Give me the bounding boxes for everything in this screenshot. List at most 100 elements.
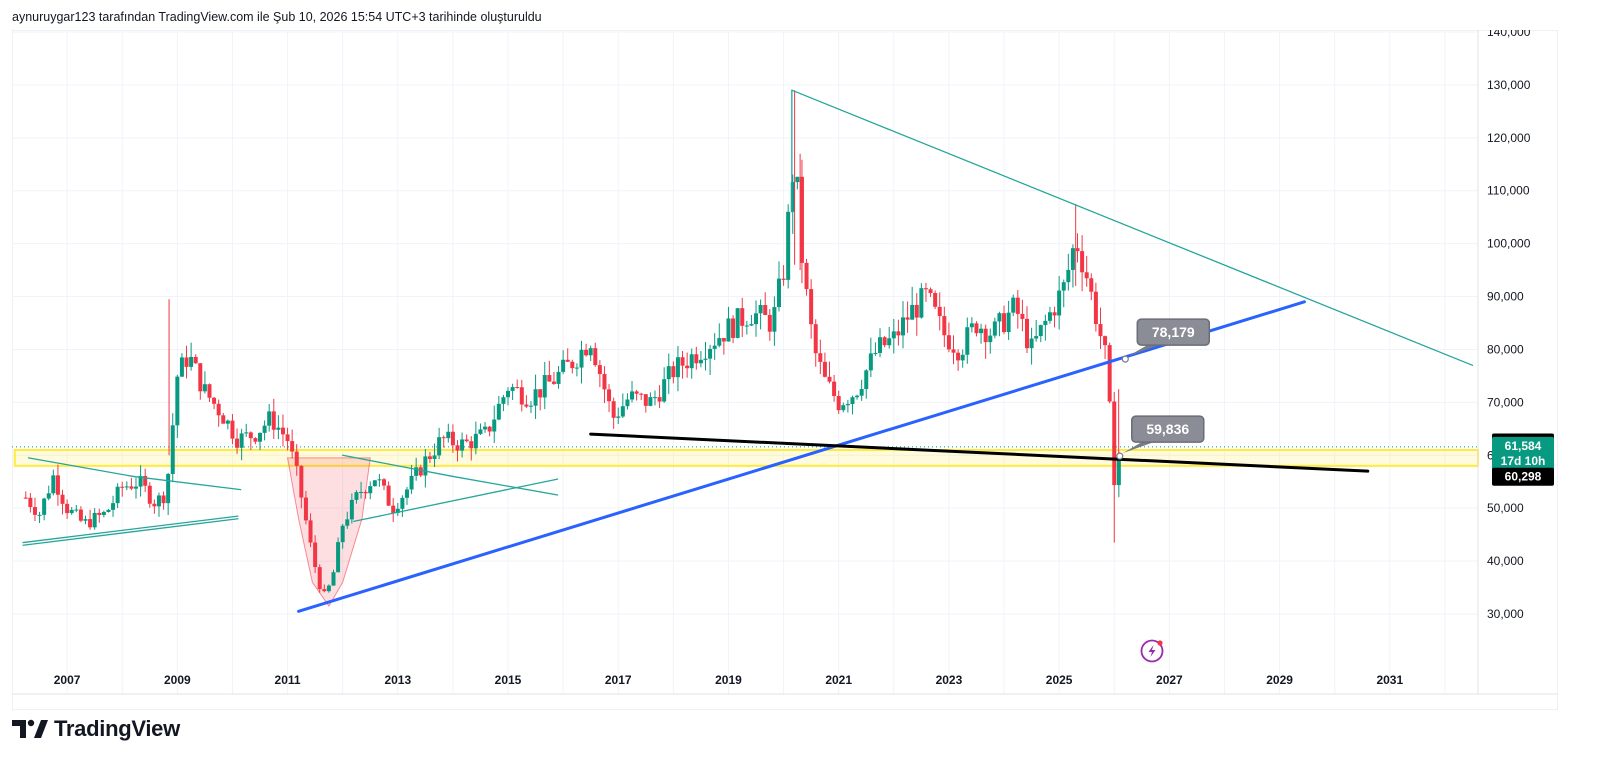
candle-down[interactable] (671, 361, 676, 384)
candle-up[interactable] (652, 390, 657, 406)
candle-down[interactable] (639, 392, 644, 401)
candle-up[interactable] (969, 317, 974, 333)
candle-down[interactable] (813, 319, 818, 367)
candle-down[interactable] (427, 451, 432, 464)
candle-down[interactable] (974, 321, 979, 337)
candle-down[interactable] (152, 499, 157, 514)
candle-down[interactable] (184, 345, 189, 379)
candle-up[interactable] (579, 340, 584, 384)
drawings-foreground-layer[interactable]: 78,179 59,836 (22, 89, 1474, 613)
candle-up[interactable] (134, 477, 139, 499)
candle-up[interactable] (460, 432, 465, 458)
candle-down[interactable] (198, 362, 203, 400)
candle-down[interactable] (97, 508, 102, 523)
candle-up[interactable] (758, 299, 763, 330)
candle-up[interactable] (873, 342, 878, 356)
candle-down[interactable] (382, 478, 387, 491)
candle-up[interactable] (891, 318, 896, 354)
black-support-line[interactable] (589, 432, 1370, 473)
candle-down[interactable] (1112, 392, 1117, 486)
candle-up[interactable] (1070, 244, 1075, 288)
candle-up[interactable] (708, 344, 713, 375)
candle-up[interactable] (262, 420, 267, 441)
candle-up[interactable] (556, 366, 561, 389)
candle-up[interactable] (786, 204, 791, 289)
candle-up[interactable] (1011, 294, 1016, 317)
candle-down[interactable] (832, 374, 837, 402)
candle-down[interactable] (515, 379, 520, 389)
candle-up[interactable] (648, 392, 653, 407)
candle-down[interactable] (441, 435, 446, 448)
candle-up[interactable] (726, 306, 731, 342)
candle-up[interactable] (115, 483, 120, 509)
candle-down[interactable] (611, 397, 616, 429)
candle-down[interactable] (193, 354, 198, 364)
candle-down[interactable] (212, 396, 217, 410)
candle-down[interactable] (946, 322, 951, 353)
candle-up[interactable] (992, 317, 997, 339)
candle-up[interactable] (106, 508, 111, 513)
candle-down[interactable] (290, 429, 295, 459)
candle-down[interactable] (1002, 305, 1007, 335)
candle-down[interactable] (271, 398, 276, 440)
candle-down[interactable] (804, 258, 809, 296)
candle-down[interactable] (1103, 335, 1108, 360)
candle-down[interactable] (1107, 342, 1112, 404)
candle-down[interactable] (524, 395, 529, 409)
candle-up[interactable] (979, 323, 984, 344)
candle-down[interactable] (680, 350, 685, 379)
candle-down[interactable] (469, 436, 474, 461)
candle-down[interactable] (294, 444, 299, 476)
lightning-alert-icon[interactable] (1140, 639, 1164, 663)
candle-up[interactable] (258, 432, 263, 450)
candle-up[interactable] (336, 537, 341, 573)
candle-up[interactable] (795, 176, 800, 190)
candle-up[interactable] (74, 504, 79, 513)
candle-up[interactable] (395, 502, 400, 516)
candle-up[interactable] (46, 485, 51, 501)
small-triangle-line[interactable] (22, 515, 239, 544)
candle-up[interactable] (267, 403, 272, 432)
candle-up[interactable] (377, 474, 382, 487)
small-triangle-line[interactable] (22, 518, 239, 546)
candle-down[interactable] (836, 390, 841, 414)
candle-up[interactable] (138, 465, 143, 497)
candle-down[interactable] (607, 384, 612, 413)
candle-up[interactable] (988, 328, 993, 354)
candle-up[interactable] (859, 379, 864, 401)
candle-up[interactable] (1066, 253, 1071, 291)
candle-down[interactable] (937, 292, 942, 331)
candle-down[interactable] (1084, 255, 1089, 287)
candle-up[interactable] (51, 469, 56, 496)
time-axis[interactable]: 2007 2009 2011 2013 2015 2017 2019 2021 2023 2025… (54, 673, 1404, 687)
candle-down[interactable] (280, 414, 285, 447)
small-triangle-line[interactable] (132, 475, 242, 491)
candle-down[interactable] (547, 360, 552, 382)
candle-down[interactable] (1020, 299, 1025, 332)
candle-up[interactable] (772, 296, 777, 346)
candle-up[interactable] (855, 394, 860, 400)
candle-up[interactable] (510, 383, 515, 400)
candle-up[interactable] (92, 508, 97, 530)
candle-down[interactable] (450, 424, 455, 453)
candle-up[interactable] (101, 510, 106, 518)
candle-up[interactable] (960, 349, 965, 368)
candle-up[interactable] (533, 374, 538, 419)
candle-down[interactable] (694, 346, 699, 370)
candle-down[interactable] (1098, 307, 1103, 349)
candle-down[interactable] (597, 360, 602, 388)
candle-up[interactable] (179, 353, 184, 378)
candle-up[interactable] (878, 328, 883, 358)
candle-up[interactable] (1038, 324, 1043, 343)
candle-down[interactable] (1075, 233, 1080, 263)
candle-up[interactable] (372, 479, 377, 487)
candle-down[interactable] (956, 349, 961, 371)
candle-up[interactable] (662, 367, 667, 403)
small-triangle-line[interactable] (452, 475, 559, 496)
candle-up[interactable] (202, 371, 207, 394)
candle-up[interactable] (735, 307, 740, 339)
candle-up[interactable] (850, 395, 855, 415)
candle-down[interactable] (464, 434, 469, 443)
candle-up[interactable] (478, 423, 483, 436)
